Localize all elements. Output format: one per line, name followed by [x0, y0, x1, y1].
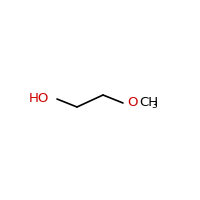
Text: 3: 3	[151, 101, 157, 110]
Text: O: O	[127, 96, 138, 108]
Text: HO: HO	[29, 92, 49, 106]
Text: CH: CH	[140, 96, 159, 109]
